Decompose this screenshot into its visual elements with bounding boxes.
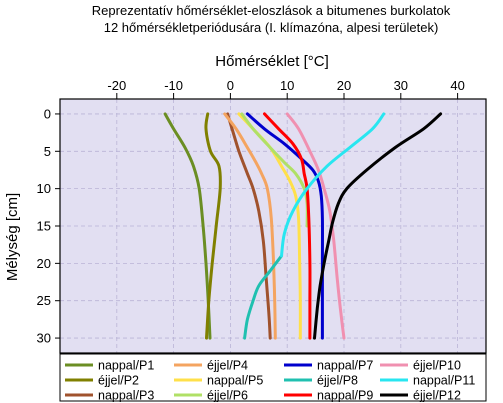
series-lines <box>163 112 443 340</box>
legend-label-nappal-p9: nappal/P9 <box>317 389 373 403</box>
legend-label--jjel-p10: éjjel/P10 <box>413 359 461 373</box>
legend-label-nappal-p7: nappal/P7 <box>317 359 373 373</box>
legend-label-nappal-p11: nappal/P11 <box>413 374 475 388</box>
legend-label--jjel-p8: éjjel/P8 <box>317 374 358 388</box>
x-tick-label: -10 <box>164 78 183 93</box>
legend-label--jjel-p2: éjjel/P2 <box>98 374 139 388</box>
legend-label--jjel-p6: éjjel/P6 <box>207 389 248 403</box>
series-line-nappal-p11 <box>280 112 386 258</box>
x-tick-label: 30 <box>394 78 408 93</box>
y-tick-label: 20 <box>37 256 51 271</box>
y-tick-label: 30 <box>37 331 51 346</box>
legend-label-nappal-p5: nappal/P5 <box>207 374 263 388</box>
chart-title-line-1: Reprezentatív hőmérséklet-eloszlások a b… <box>92 3 451 18</box>
legend-label-nappal-p3: nappal/P3 <box>98 389 154 403</box>
y-tick-label: 25 <box>37 293 51 308</box>
legend-label--jjel-p12: éjjel/P12 <box>413 389 461 403</box>
x-tick-label: 20 <box>337 78 351 93</box>
legend-box <box>59 353 487 402</box>
x-axis-title: Hőmérséklet [°C] <box>215 53 329 70</box>
series-line--jjel-p12 <box>313 112 443 340</box>
x-tick-label: 10 <box>280 78 294 93</box>
legend-label-nappal-p1: nappal/P1 <box>98 359 154 373</box>
y-tick-label: 0 <box>44 106 51 121</box>
y-tick-label: 10 <box>37 181 51 196</box>
y-axis-title: Mélység [cm] <box>4 193 21 281</box>
x-tick-label: 40 <box>450 78 464 93</box>
series-line-nappal-p3 <box>226 112 272 340</box>
series-line-nappal-p9 <box>263 112 312 340</box>
x-tick-label: -20 <box>107 78 126 93</box>
legend-label--jjel-p4: éjjel/P4 <box>207 359 248 373</box>
legend: nappal/P1éjjel/P2nappal/P3éjjel/P4nappal… <box>65 359 475 403</box>
axis-ticks: -20 -10 0 10 20 30 40 0 5 10 15 20 25 30 <box>37 78 465 346</box>
y-tick-label: 15 <box>37 219 51 234</box>
series-line-nappal-p1 <box>163 112 212 340</box>
chart-title-line-2: 12 hőmérsékletperiódusára (I. klímazóna,… <box>104 20 439 35</box>
series-line--jjel-p10 <box>285 112 346 340</box>
x-tick-label: 0 <box>227 78 234 93</box>
y-tick-label: 5 <box>44 144 51 159</box>
series-line--jjel-p8 <box>243 254 283 340</box>
series-line--jjel-p2 <box>204 112 222 340</box>
series-line--jjel-p4 <box>223 112 277 340</box>
